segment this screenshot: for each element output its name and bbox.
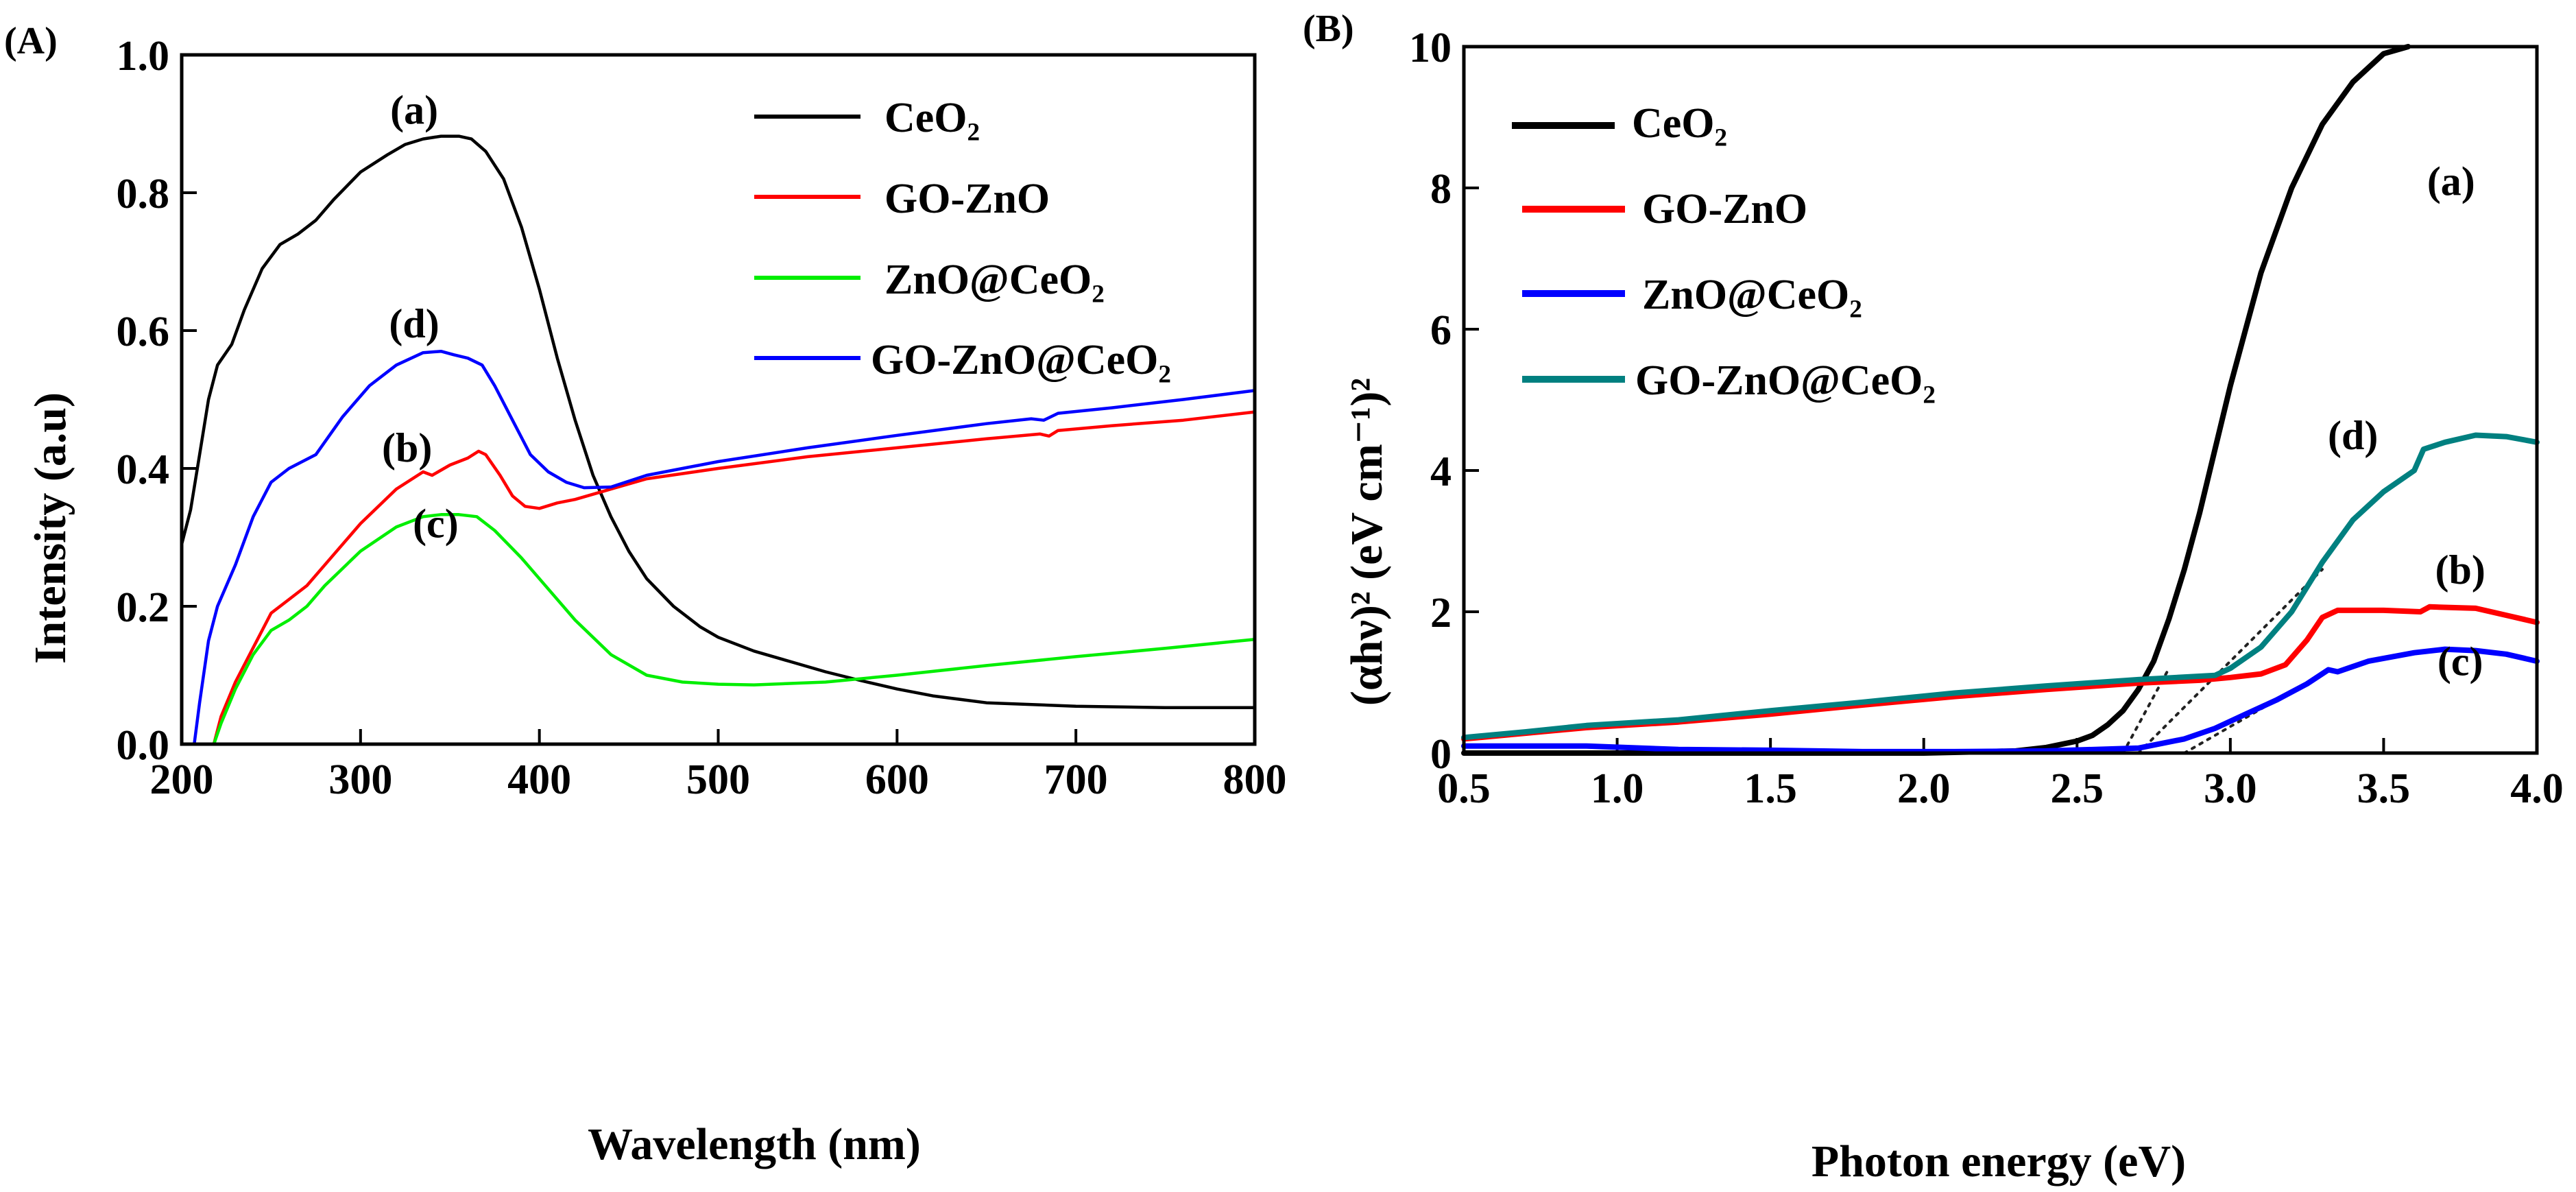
- panel-a-frame: [180, 53, 1257, 746]
- b-series-ceo: [1461, 44, 2411, 756]
- a-series-go-zno-ceo: [193, 349, 1257, 746]
- a-xtick-label: 800: [1223, 756, 1287, 803]
- legend-b-label-go-zno: GO-ZnO: [1642, 186, 1807, 233]
- a-curve-label: (b): [382, 425, 432, 470]
- panel-b-annotations: (a) (d) (b) (c): [2328, 158, 2485, 684]
- b-xtick-label: 1.5: [1744, 765, 1797, 812]
- a-ytick-label: 0.0: [117, 722, 170, 769]
- a-series-go-zno: [212, 410, 1257, 746]
- b-xtick-label: 3.5: [2357, 765, 2411, 812]
- panel-b-ticks: 0.5 1.0 1.5 2.0 2.5 3.0 3.5 4.0 0 2 4 6 8 10: [1409, 25, 2564, 812]
- b-curve-label: (a): [2427, 158, 2475, 204]
- a-xtick-label: 700: [1044, 756, 1108, 803]
- b-series-go-zno-ceo: [1461, 432, 2540, 741]
- panel-a-legend: CeO₂ GO-ZnO ZnO@CeO₂ GO-ZnO@CeO₂: [754, 95, 1171, 383]
- legend-b-label-zno-ceo2: ZnO@CeO₂: [1642, 272, 1862, 318]
- b-xtick-label: 2.5: [2051, 765, 2104, 812]
- b-series-zno-ceo: [1461, 646, 2540, 754]
- a-curve-label: (a): [390, 88, 438, 133]
- a-ytick-label: 0.6: [117, 309, 170, 355]
- b-ytick-label: 2: [1430, 590, 1452, 636]
- panel-b-legend: CeO₂ GO-ZnO ZnO@CeO₂ GO-ZnO@CeO₂: [1512, 100, 1936, 404]
- b-ytick-label: 8: [1430, 166, 1452, 213]
- panel-b-xlabel: Photon energy (eV): [1811, 1136, 2186, 1187]
- b-series-go-zno: [1461, 604, 2540, 742]
- panel-b-label: (B): [1303, 8, 1354, 50]
- a-series-ceo: [180, 134, 1257, 709]
- a-ytick-label: 0.8: [117, 171, 170, 217]
- panel-a-xlabel: Wavelength (nm): [588, 1119, 921, 1169]
- a-series-zno-ceo: [212, 513, 1257, 746]
- a-xtick-label: 500: [686, 756, 750, 803]
- panel-a: (A) 200 300 400 500 600 700 800 0.0 0.2 0.4 0.6 0.8…: [4, 20, 1287, 1169]
- b-ytick-label: 10: [1409, 25, 1452, 71]
- a-xtick-label: 400: [507, 756, 571, 803]
- b-ytick-label: 6: [1430, 307, 1452, 354]
- a-xtick-label: 600: [865, 756, 929, 803]
- legend-a-label-ceo2: CeO₂: [884, 95, 980, 141]
- legend-a-label-go-zno-ceo2: GO-ZnO@CeO₂: [871, 337, 1171, 383]
- a-xtick-label: 200: [150, 756, 214, 803]
- legend-a-label-zno-ceo2: ZnO@CeO₂: [884, 257, 1105, 303]
- panel-b-frame: [1462, 45, 2539, 755]
- a-curve-label: (c): [413, 501, 459, 547]
- b-tangent-line: [2136, 568, 2324, 754]
- b-xtick-label: 3.0: [2204, 765, 2257, 812]
- legend-b-label-go-zno-ceo2: GO-ZnO@CeO₂: [1635, 357, 1936, 404]
- a-curve-label: (d): [389, 301, 439, 346]
- b-xtick-label: 4.0: [2510, 765, 2564, 812]
- b-curve-label: (c): [2437, 639, 2483, 684]
- b-ytick-label: 0: [1430, 731, 1452, 778]
- panel-b-ylabel: (αhν)² (eV cm⁻¹)²: [1342, 378, 1392, 706]
- panel-b-series: [1461, 44, 2540, 756]
- b-curve-label: (b): [2435, 547, 2485, 593]
- legend-b-label-ceo2: CeO₂: [1632, 100, 1727, 147]
- b-ytick-label: 4: [1430, 449, 1452, 495]
- panel-a-series: [180, 134, 1257, 746]
- panel-a-annotations: (a) (d) (b) (c): [382, 88, 459, 547]
- a-ytick-label: 0.2: [117, 584, 170, 631]
- legend-a-label-go-zno: GO-ZnO: [884, 176, 1050, 222]
- panel-a-ylabel: Intensity (a.u): [25, 392, 75, 664]
- a-ytick-label: 1.0: [117, 33, 170, 80]
- a-ytick-label: 0.4: [117, 446, 170, 493]
- b-curve-label: (d): [2328, 413, 2378, 458]
- a-xtick-label: 300: [328, 756, 392, 803]
- b-xtick-label: 0.5: [1437, 765, 1491, 812]
- panel-a-ticks: 200 300 400 500 600 700 800 0.0 0.2 0.4 0.6 0.8 1.0: [117, 33, 1287, 803]
- panel-a-label: (A): [4, 20, 58, 62]
- b-xtick-label: 1.0: [1591, 765, 1644, 812]
- b-xtick-label: 2.0: [1897, 765, 1951, 812]
